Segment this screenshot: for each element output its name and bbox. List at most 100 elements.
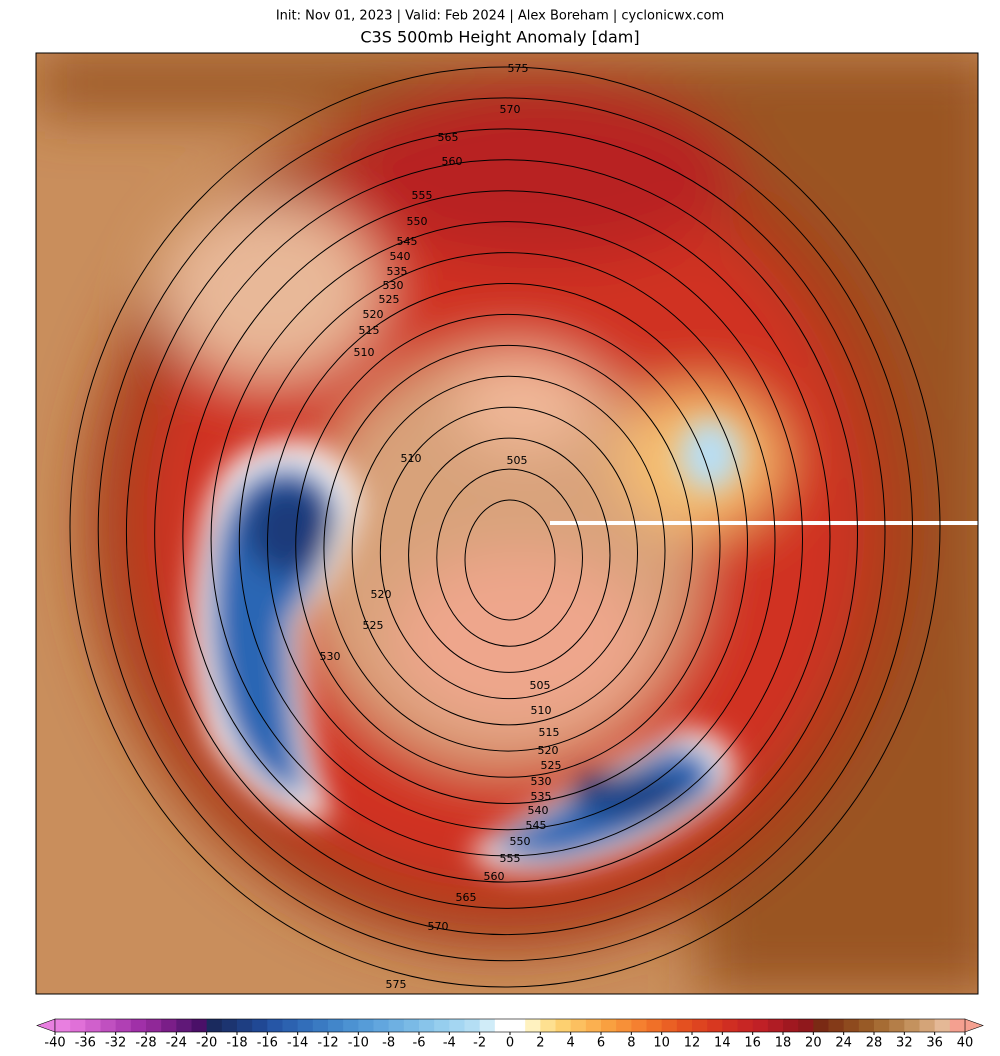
- colorbar-swatch: [282, 1019, 299, 1032]
- contour-label: 535: [531, 790, 552, 803]
- colorbar-swatch: [767, 1019, 784, 1032]
- contour-label: 510: [401, 452, 422, 465]
- contour-label: 525: [541, 759, 562, 772]
- colorbar-swatch: [555, 1019, 572, 1032]
- colorbar-swatch: [358, 1019, 374, 1032]
- contour-label: 555: [500, 852, 521, 865]
- title: C3S 500mb Height Anomaly [dam]: [360, 28, 639, 47]
- contour-line: [295, 313, 721, 778]
- colorbar-swatch: [858, 1019, 875, 1032]
- colorbar-swatch: [252, 1019, 268, 1032]
- contour-label: 535: [387, 265, 408, 278]
- colorbar-swatch: [798, 1019, 814, 1032]
- contour-label: 555: [412, 189, 433, 202]
- contour-line: [125, 128, 886, 936]
- contour-label: 525: [363, 619, 384, 632]
- colorbar-tick-label: -16: [257, 1036, 278, 1051]
- colorbar-extend-low: [36, 1018, 56, 1033]
- colorbar-swatch: [737, 1019, 754, 1032]
- colorbar-swatch: [115, 1019, 132, 1032]
- colorbar-swatch: [692, 1019, 708, 1032]
- contour-label: 545: [397, 235, 418, 248]
- colorbar-swatch: [904, 1019, 920, 1032]
- contour-line: [154, 159, 858, 909]
- contour-label: 530: [320, 650, 341, 663]
- colorbar-swatch: [388, 1019, 405, 1032]
- contour-label: 505: [530, 679, 551, 692]
- contour-line: [323, 344, 694, 752]
- contour-label: 520: [371, 588, 392, 601]
- colorbar-tick-label: -2: [473, 1036, 486, 1051]
- colorbar-swatch: [889, 1019, 905, 1032]
- colorbar-tick-label: -40: [44, 1036, 65, 1051]
- contour-labels: 5755705655605555505455405355305255205155…: [320, 62, 562, 991]
- colorbar-swatch: [237, 1019, 253, 1032]
- colorbar-tick-label: -12: [317, 1036, 338, 1051]
- colorbar-swatch: [176, 1019, 192, 1032]
- colorbar-tick-label: -8: [382, 1036, 395, 1051]
- contour-label: 565: [438, 131, 459, 144]
- colorbar-swatch: [676, 1019, 693, 1032]
- colorbar-swatch: [449, 1019, 465, 1032]
- colorbar-swatch: [661, 1019, 678, 1032]
- contour-line: [238, 252, 776, 831]
- colorbar-swatch: [267, 1019, 283, 1032]
- contour-label: 505: [507, 454, 528, 467]
- header-info: Init: Nov 01, 2023 | Valid: Feb 2024 | A…: [276, 9, 724, 24]
- colorbar-swatch: [843, 1019, 860, 1032]
- colorbar-swatch: [934, 1019, 951, 1032]
- contour-line: [182, 190, 831, 883]
- colorbar-swatch: [813, 1019, 829, 1032]
- contour-line: [267, 283, 748, 804]
- colorbar-tick-label: 36: [926, 1036, 943, 1051]
- colorbar-tick-label: -18: [226, 1036, 247, 1051]
- contour-label: 540: [528, 804, 549, 817]
- colorbar-swatch: [100, 1019, 117, 1032]
- contour-label: 510: [354, 346, 375, 359]
- colorbar-swatch: [206, 1019, 223, 1032]
- colorbar-swatch: [403, 1019, 420, 1032]
- contour-label: 545: [526, 819, 547, 832]
- colorbar-tick-label: -20: [196, 1036, 217, 1051]
- colorbar-tick-label: 4: [567, 1036, 575, 1051]
- colorbar-swatch: [343, 1019, 359, 1032]
- contour-label: 575: [386, 978, 407, 991]
- contour-line: [436, 468, 583, 647]
- colorbar-swatch: [70, 1019, 86, 1032]
- colorbar-swatch: [722, 1019, 738, 1032]
- contour-line: [210, 221, 803, 857]
- colorbar-swatch: [419, 1019, 435, 1032]
- colorbar-swatch: [510, 1019, 526, 1032]
- colorbar-swatch: [297, 1019, 314, 1032]
- map: 5755705655605555505455405355305255205155…: [36, 53, 978, 994]
- colorbar-tick-label: 10: [653, 1036, 670, 1051]
- colorbar-swatch: [161, 1019, 177, 1032]
- colorbar-swatch: [601, 1019, 617, 1032]
- contours: [69, 66, 941, 988]
- colorbar-swatch: [464, 1019, 481, 1032]
- contour-line: [408, 437, 611, 673]
- colorbar-swatch: [646, 1019, 663, 1032]
- contour-line: [69, 66, 941, 988]
- colorbar-tick-label: -24: [166, 1036, 187, 1051]
- contour-label: 520: [363, 308, 384, 321]
- contour-label: 540: [390, 250, 411, 263]
- contour-line: [464, 499, 556, 621]
- contour-label: 515: [539, 726, 560, 739]
- colorbar-tick-label: 16: [744, 1036, 761, 1051]
- contour-line: [379, 406, 638, 700]
- colorbar-swatch: [828, 1019, 845, 1032]
- contour-line: [97, 97, 913, 962]
- colorbar: -40 -36 -32 -28 -24 -20 -18 -16 -14 -12 -10 -8 -6 -4-…: [36, 1018, 984, 1051]
- colorbar-swatch: [130, 1019, 147, 1032]
- colorbar-swatch: [146, 1019, 162, 1032]
- colorbar-swatch: [479, 1019, 496, 1032]
- colorbar-swatch: [919, 1019, 936, 1032]
- colorbar-swatch: [707, 1019, 723, 1032]
- colorbar-swatch: [874, 1019, 890, 1032]
- colorbar-swatch: [85, 1019, 101, 1032]
- contour-label: 520: [538, 744, 559, 757]
- colorbar-swatch: [783, 1019, 799, 1032]
- contour-label: 530: [383, 279, 404, 292]
